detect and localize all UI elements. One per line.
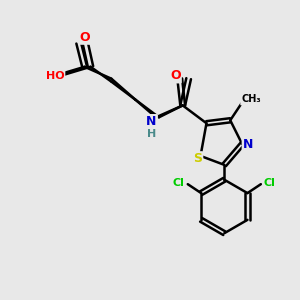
Text: Cl: Cl [264, 178, 276, 188]
Text: CH₃: CH₃ [241, 94, 261, 104]
Text: N: N [146, 115, 157, 128]
Text: HO: HO [46, 71, 64, 81]
Text: S: S [193, 152, 202, 165]
Text: N: N [243, 138, 253, 151]
Text: Cl: Cl [173, 178, 185, 188]
Text: O: O [79, 31, 90, 44]
Text: H: H [147, 129, 156, 139]
Text: O: O [170, 69, 181, 82]
